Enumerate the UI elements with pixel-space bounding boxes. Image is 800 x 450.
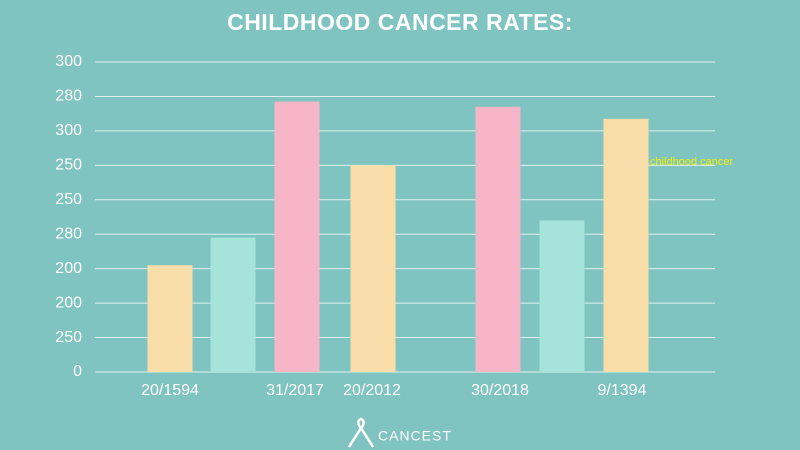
bar [274,101,320,372]
x-tick-label: 9/1394 [598,382,647,399]
bar [350,165,396,372]
y-tick-label: 250 [55,191,82,208]
annotation: childhood cancer [650,156,734,168]
y-tick-label: 0 [73,363,82,380]
bar [539,220,585,372]
bar [147,265,193,372]
y-tick-label: 250 [55,157,82,174]
x-tick-label: 20/2012 [343,382,401,399]
bar [603,118,649,372]
footer-text: CANCEST [378,428,452,444]
y-tick-label: 280 [55,225,82,242]
x-tick-label: 30/2018 [471,382,529,399]
y-tick-label: 200 [55,294,82,311]
footer-logo: CANCEST [347,417,452,448]
bar [475,106,521,373]
y-tick-label: 200 [55,260,82,277]
x-tick-label: 31/2017 [266,382,324,399]
x-tick-label: 20/1594 [141,382,199,399]
ribbon-icon [347,417,375,448]
y-tick-label: 300 [55,53,82,70]
y-tick-label: 250 [55,329,82,346]
chart-title: CHILDHOOD CANCER RATES: [227,9,573,35]
bar [210,237,256,372]
y-tick-label: 280 [55,88,82,105]
y-tick-label: 300 [55,122,82,139]
